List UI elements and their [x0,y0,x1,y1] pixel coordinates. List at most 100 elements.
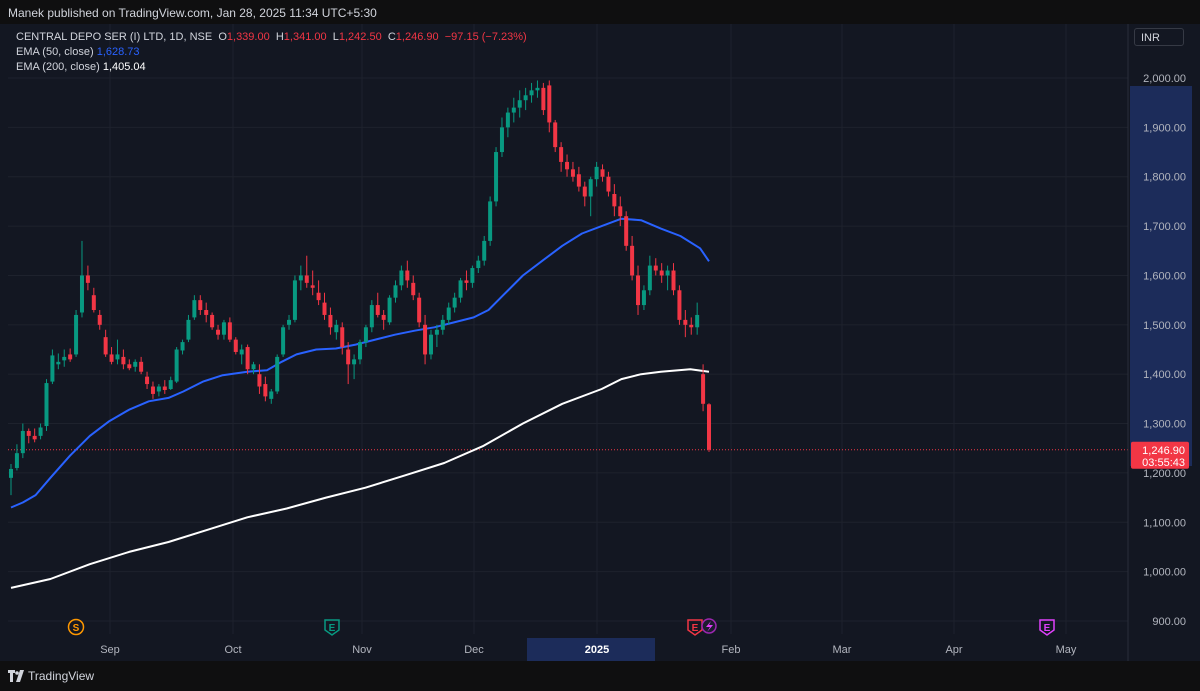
candle-body [20,430,25,454]
x-tick-label: Mar [833,644,852,656]
candle [298,265,303,291]
tradingview-logo-icon[interactable] [8,670,24,682]
candle-body [363,327,368,343]
y-tick-label: 2,000.00 [1143,73,1186,85]
candle [369,300,374,333]
plot-background [0,24,1200,661]
grid [8,24,1128,634]
candle-body [618,206,623,217]
candle [653,258,658,276]
candles [9,80,711,496]
candle-body [263,384,268,397]
candle [405,260,410,288]
candle [121,349,126,370]
candle-body [565,161,570,170]
candle-body [381,314,386,320]
candle-body [245,347,250,370]
candle-body [707,404,711,450]
last-price-tag-value: 1,246.90 [1142,445,1185,457]
candle [162,380,167,394]
ema50-label: EMA (50, close) [16,46,94,58]
symbol-name[interactable]: CENTRAL DEPO SER (I) LTD, 1D, NSE [16,31,213,43]
event-marker: E [324,619,340,636]
legend-ema200-row[interactable]: EMA (200, close) 1,405.04 [16,60,527,75]
y-tick-label: 1,100.00 [1143,517,1186,529]
candle [677,285,682,325]
candle-body [659,270,664,276]
candle-body [665,270,670,276]
candle-body [9,468,13,478]
candle [150,381,155,399]
candle [204,302,209,323]
event-label: E [1044,623,1051,634]
candle-body [423,324,428,355]
candle [145,371,150,389]
candle-body [576,174,581,187]
x-tick-label: 2025 [585,644,609,656]
candle-body [411,282,416,296]
candle-body [358,342,362,360]
candlestick-chart[interactable]: 900.00 1,000.00 1,100.00 1,200.00 1,300.00 1,… [0,24,1200,661]
event-label: E [329,623,336,634]
candle-body [115,354,120,360]
candle-body [150,386,155,394]
candle [227,317,232,343]
open-label: O [218,31,227,43]
candle [440,314,445,335]
candle-body [535,87,540,91]
candle [612,184,617,217]
x-tick-label: Apr [945,644,962,656]
candle [127,359,132,371]
candle-body [464,280,469,283]
published-bar: Manek published on TradingView.com, Jan … [0,0,1200,24]
candle-body [97,314,102,325]
legend-ema50-row[interactable]: EMA (50, close) 1,628.73 [16,45,527,60]
candle [641,285,646,311]
event-shield [1039,619,1055,636]
candle [257,364,262,394]
currency-button[interactable]: INR [1134,28,1184,46]
candle-body [216,329,221,335]
candle-body [683,319,688,325]
candle [665,265,670,291]
y-tick-label: 1,000.00 [1143,567,1186,579]
candle-body [647,265,652,291]
candle [85,265,90,291]
y-tick-label: 1,300.00 [1143,419,1186,431]
event-marker: S [67,618,85,636]
candle-body [328,314,333,328]
candle [174,347,179,384]
chart-frame[interactable]: 900.00 1,000.00 1,100.00 1,200.00 1,300.00 1,… [0,24,1200,661]
candle [310,270,315,296]
candle [381,310,386,330]
candle [56,353,61,370]
candle-body [529,90,534,96]
candle-body [192,300,197,318]
tradingview-brand[interactable]: TradingView [28,669,95,683]
candle [263,376,268,402]
candle [20,423,25,459]
candle [133,359,138,372]
close-value: 1,246.90 [395,31,439,43]
candle [198,295,203,315]
candle [659,263,664,283]
candle [328,307,333,335]
x-tick-label: Oct [224,644,241,656]
candle-body [641,290,646,306]
candle [701,364,706,412]
candle-body [417,297,422,323]
candle-body [32,435,37,440]
candle [683,310,688,338]
y-tick-label: 1,900.00 [1143,122,1186,134]
candle [600,164,605,182]
chart-legend: CENTRAL DEPO SER (I) LTD, 1D, NSE O1,339… [16,30,527,75]
candle [417,292,422,328]
candle-body [689,324,694,328]
event-circle [67,618,85,636]
candle [606,171,611,197]
candle-body [281,327,286,355]
candle [387,295,392,325]
candle-body [204,310,209,315]
candle [287,314,292,330]
candle [399,265,404,291]
